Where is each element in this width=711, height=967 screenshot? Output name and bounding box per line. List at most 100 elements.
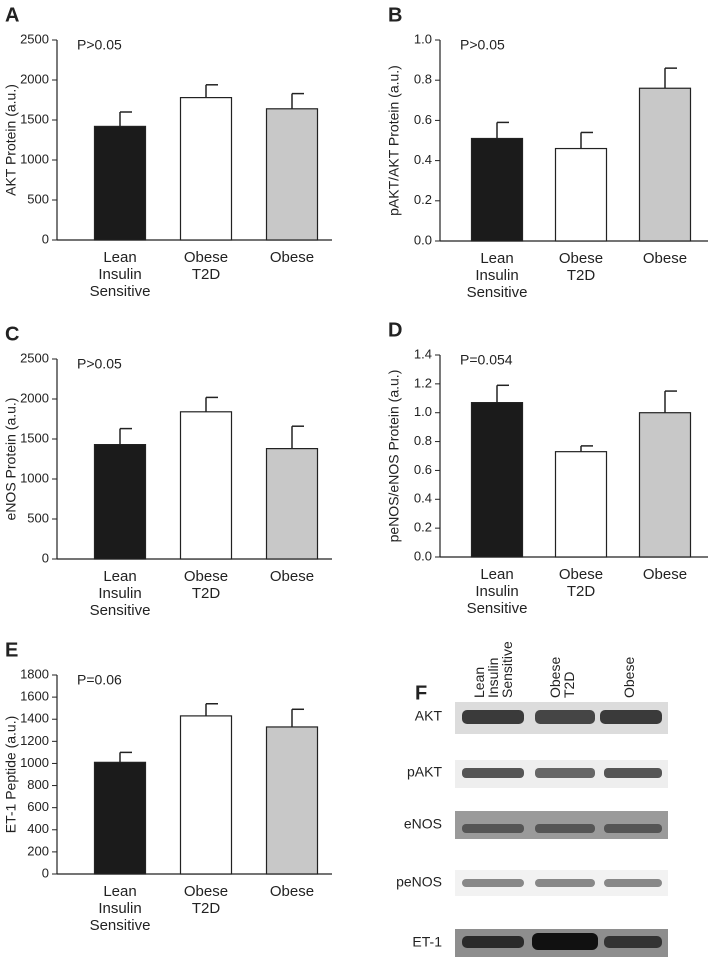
blot-column-label: Obese: [621, 657, 637, 698]
bar: [179, 96, 233, 241]
x-tick-label: Obese: [270, 883, 314, 900]
x-tick-label: Obese: [643, 566, 687, 583]
x-tick-label: Obese T2D: [559, 250, 603, 284]
blot-row-label: ET-1: [412, 934, 442, 950]
x-tick-label: Obese: [270, 568, 314, 585]
blot-band: [532, 933, 598, 950]
y-tick-label: 800: [27, 777, 49, 792]
blot-row-label: eNOS: [404, 816, 442, 832]
x-tick-label: Lean Insulin Sensitive: [467, 250, 528, 301]
blot-band: [462, 768, 524, 778]
blot-column-label: ObeseT2D: [547, 657, 577, 698]
blot-row-label: peNOS: [396, 874, 442, 890]
panel-label: B: [388, 4, 402, 26]
y-tick-label: 0.4: [414, 491, 432, 506]
bar: [93, 761, 147, 875]
y-tick-label: 0.6: [414, 112, 432, 127]
y-tick-label: 1.0: [414, 404, 432, 419]
blot-band: [600, 710, 662, 724]
bar: [265, 726, 319, 875]
chart-panel: C P>0.05 eNOS Protein (a.u.) 0 500 1000 1500 20…: [3, 323, 332, 619]
x-tick-label: Obese T2D: [184, 568, 228, 602]
x-tick-label: Obese: [643, 250, 687, 267]
y-tick-label: 0.8: [414, 433, 432, 448]
chart-panel: A P>0.05 AKT Protein (a.u.) 0 500 1000 1500 200…: [3, 4, 332, 300]
bar: [554, 451, 608, 558]
annotation: P>0.05: [77, 356, 122, 372]
y-tick-label: 500: [27, 191, 49, 206]
annotation: P>0.05: [77, 37, 122, 53]
y-tick-label: 2500: [20, 350, 49, 365]
blot-band: [462, 936, 524, 948]
chart-panel: E P=0.06 ET-1 Peptide (a.u.) 0 200 400 600 800 1…: [3, 639, 332, 934]
chart-panel: B P>0.05 pAKT/AKT Protein (a.u.) 0.0 0.2 0.4 0…: [386, 4, 708, 301]
y-axis-label: eNOS Protein (a.u.): [3, 398, 19, 521]
y-tick-label: 1500: [20, 111, 49, 126]
y-tick-label: 1400: [20, 711, 49, 726]
annotation: P>0.05: [460, 37, 505, 53]
blot-band: [604, 824, 662, 833]
blot-row-label: pAKT: [407, 764, 442, 780]
bar: [638, 87, 692, 242]
y-tick-label: 2500: [20, 31, 49, 46]
y-tick-label: 1500: [20, 430, 49, 445]
y-tick-label: 600: [27, 799, 49, 814]
y-tick-label: 0: [42, 550, 49, 565]
y-tick-label: 0.8: [414, 72, 432, 87]
bar: [265, 448, 319, 560]
y-tick-label: 1000: [20, 151, 49, 166]
blot-band: [535, 710, 595, 724]
bar: [265, 108, 319, 241]
y-tick-label: 2000: [20, 71, 49, 86]
bar: [93, 125, 147, 241]
y-axis-label: peNOS/eNOS Protein (a.u.): [386, 370, 402, 543]
y-tick-label: 1.0: [414, 31, 432, 46]
y-tick-label: 0.2: [414, 192, 432, 207]
y-tick-label: 1000: [20, 470, 49, 485]
bar: [93, 444, 147, 560]
y-tick-label: 0.6: [414, 462, 432, 477]
blot-row-label: AKT: [415, 708, 443, 724]
y-tick-label: 1200: [20, 733, 49, 748]
y-tick-label: 0.0: [414, 232, 432, 247]
y-tick-label: 0.2: [414, 520, 432, 535]
annotation: P=0.06: [77, 672, 122, 688]
blot-column-label: LeanInsulinSensitive: [471, 641, 515, 698]
y-tick-label: 0.0: [414, 548, 432, 563]
western-blot: [455, 702, 668, 957]
chart-panel: D P=0.054 peNOS/eNOS Protein (a.u.) 0.0 0.2 0…: [386, 319, 708, 617]
bar: [470, 137, 524, 242]
y-axis-label: AKT Protein (a.u.): [3, 84, 19, 196]
panel-label: E: [5, 639, 18, 661]
y-tick-label: 400: [27, 821, 49, 836]
y-tick-label: 1.4: [414, 346, 432, 361]
x-tick-label: Lean Insulin Sensitive: [467, 566, 528, 617]
x-tick-label: Obese: [270, 249, 314, 266]
y-tick-label: 200: [27, 843, 49, 858]
y-tick-label: 1800: [20, 666, 49, 681]
y-tick-label: 0: [42, 865, 49, 880]
blot-band: [535, 768, 595, 778]
x-tick-label: Obese T2D: [184, 883, 228, 917]
y-axis-label: pAKT/AKT Protein (a.u.): [386, 65, 402, 216]
bar: [179, 411, 233, 560]
annotation: P=0.054: [460, 352, 513, 368]
panel-label: C: [5, 323, 19, 345]
y-tick-label: 1600: [20, 689, 49, 704]
blot-band: [604, 768, 662, 778]
y-axis-label: ET-1 Peptide (a.u.): [3, 716, 19, 834]
panel-label: F: [415, 682, 427, 704]
y-tick-label: 1000: [20, 755, 49, 770]
blot-band: [462, 710, 524, 724]
x-tick-label: Obese T2D: [184, 249, 228, 283]
x-tick-label: Lean Insulin Sensitive: [90, 568, 151, 619]
y-tick-label: 1.2: [414, 375, 432, 390]
y-tick-label: 500: [27, 510, 49, 525]
x-tick-label: Lean Insulin Sensitive: [90, 249, 151, 300]
x-tick-label: Obese T2D: [559, 566, 603, 600]
panel-label: D: [388, 319, 402, 341]
bar: [470, 402, 524, 558]
blot-band: [462, 879, 524, 887]
bar: [638, 412, 692, 558]
